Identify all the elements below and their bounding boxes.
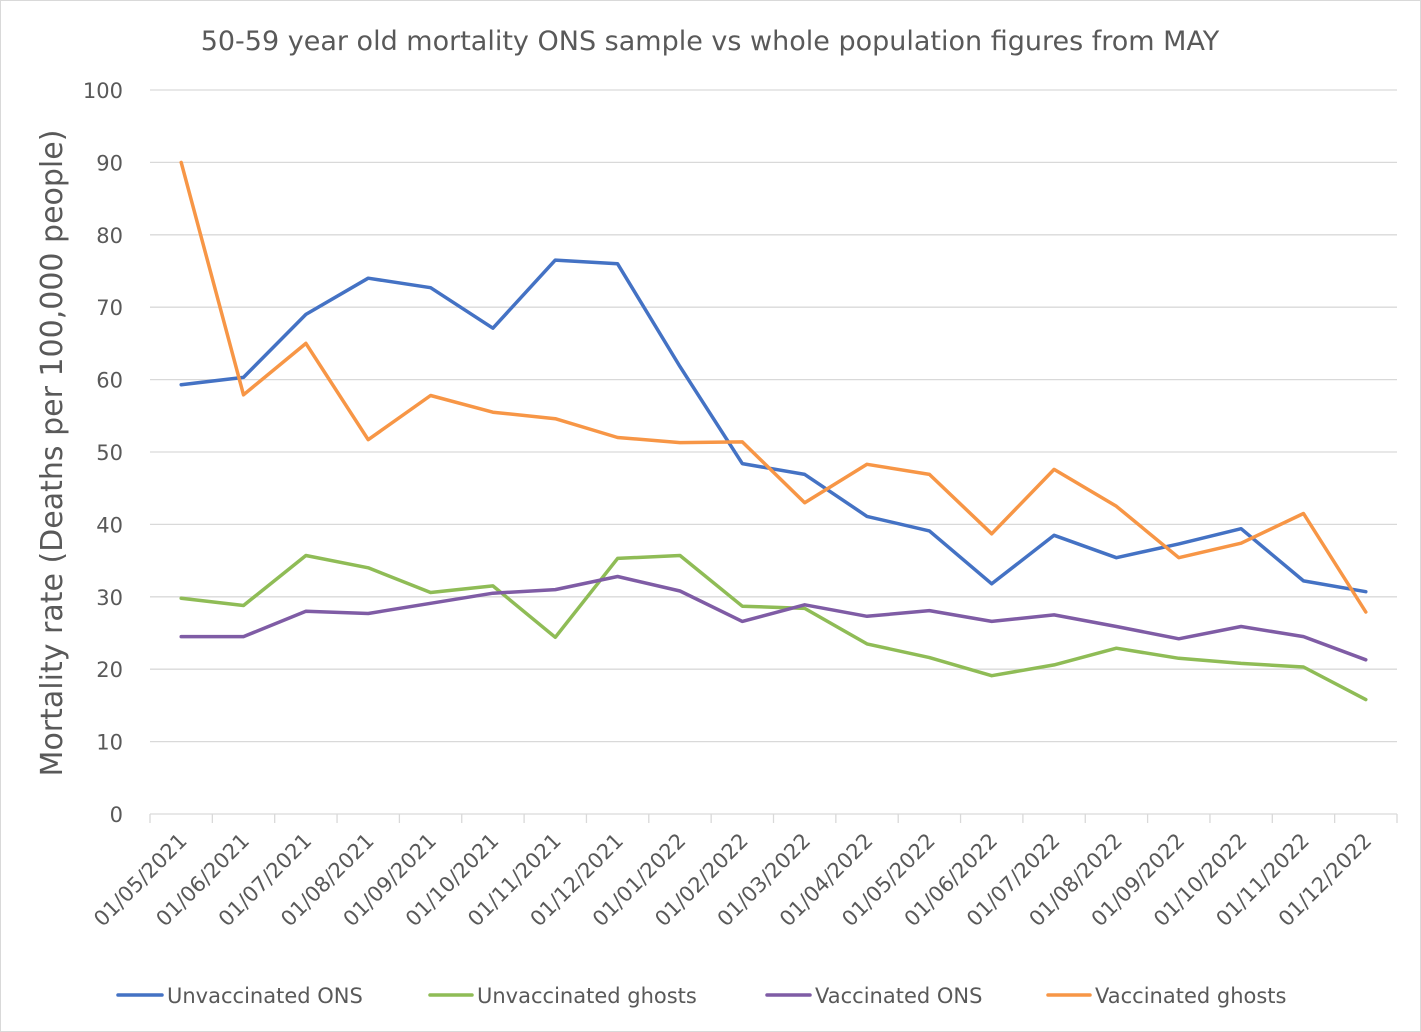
gridlines xyxy=(150,89,1397,743)
series-line xyxy=(179,160,1368,614)
y-tick-label: 40 xyxy=(96,513,123,537)
y-tick-label: 50 xyxy=(96,441,123,465)
y-tick-label: 80 xyxy=(96,224,123,248)
y-tick-label: 30 xyxy=(96,586,123,610)
y-tick-label: 0 xyxy=(110,803,123,827)
legend-label: Unvaccinated ONS xyxy=(167,984,363,1008)
y-tick-label: 70 xyxy=(96,296,123,320)
y-axis-ticks: 0 10 20 30 40 50 60 70 80 90 100 xyxy=(83,79,123,827)
y-tick-label: 90 xyxy=(96,151,123,175)
y-tick-label: 60 xyxy=(96,369,123,393)
y-tick-label: 20 xyxy=(96,658,123,682)
legend-item: Vaccinated ghosts xyxy=(1046,984,1286,1008)
legend-label: Vaccinated ONS xyxy=(815,984,982,1008)
series-line xyxy=(179,258,1368,594)
legend: Unvaccinated ONS Unvaccinated ghosts Vacci… xyxy=(116,984,1286,1008)
series-lines xyxy=(179,160,1368,702)
y-tick-label: 10 xyxy=(96,731,123,755)
chart-title: 50-59 year old mortality ONS sample vs w… xyxy=(201,26,1220,57)
series-line xyxy=(179,553,1368,702)
legend-label: Unvaccinated ghosts xyxy=(477,984,697,1008)
series-line xyxy=(179,574,1368,662)
legend-item: Unvaccinated ONS xyxy=(116,984,363,1008)
y-tick-label: 100 xyxy=(83,79,123,103)
legend-item: Unvaccinated ghosts xyxy=(428,984,697,1008)
legend-label: Vaccinated ghosts xyxy=(1095,984,1286,1008)
y-axis-label: Mortality rate (Deaths per 100,000 peopl… xyxy=(35,130,70,777)
x-axis: 01/05/202101/06/202101/07/202101/08/2021… xyxy=(89,813,1398,931)
legend-item: Vaccinated ONS xyxy=(765,984,982,1008)
